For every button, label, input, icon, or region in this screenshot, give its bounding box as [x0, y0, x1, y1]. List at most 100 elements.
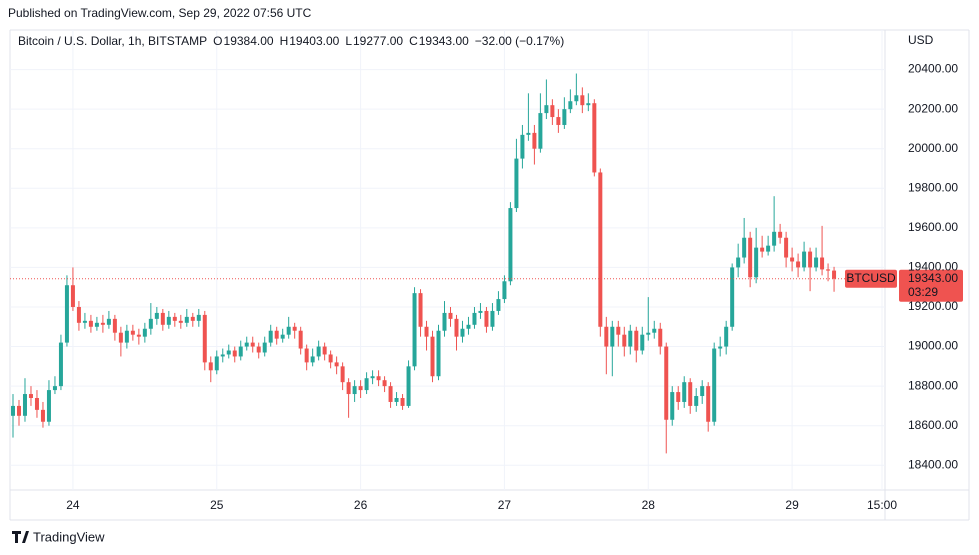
- candle: [544, 79, 549, 120]
- candle-body: [580, 95, 585, 106]
- candle-body: [100, 322, 105, 325]
- candle: [700, 380, 705, 404]
- candle: [430, 330, 435, 383]
- candle-body: [364, 378, 369, 391]
- candle: [646, 297, 651, 341]
- candle: [244, 336, 249, 351]
- candle: [634, 326, 639, 363]
- candle-body: [598, 172, 603, 327]
- candle: [382, 376, 387, 393]
- y-tick-label: 19000.00: [908, 339, 958, 353]
- candle: [436, 324, 441, 381]
- candle-body: [754, 247, 759, 278]
- candle-body: [202, 314, 207, 363]
- candle-body: [298, 330, 303, 349]
- candle: [202, 310, 207, 371]
- candle-body: [154, 312, 159, 319]
- candle: [148, 303, 153, 335]
- candle-body: [70, 285, 75, 307]
- candle: [574, 73, 579, 106]
- candle: [358, 380, 363, 398]
- candle-body: [484, 310, 489, 327]
- candle-body: [436, 330, 441, 377]
- candle-body: [190, 316, 195, 321]
- candle: [226, 344, 231, 359]
- x-tick-label: 15:00: [867, 498, 897, 512]
- candle-body: [118, 332, 123, 343]
- x-tick-label: 29: [785, 498, 799, 512]
- candle-body: [10, 405, 15, 416]
- candle: [796, 253, 801, 278]
- candle: [694, 388, 699, 412]
- candle-body: [688, 382, 693, 406]
- candle-body: [196, 314, 201, 321]
- candle-body: [22, 394, 27, 416]
- candle: [40, 401, 45, 428]
- legend-change: −32.00 (−0.17%): [475, 34, 564, 48]
- candle-body: [658, 328, 663, 347]
- candle: [736, 243, 741, 278]
- candle-body: [94, 322, 99, 327]
- candle-body: [346, 382, 351, 395]
- candle-body: [586, 103, 591, 106]
- candle: [124, 324, 129, 349]
- x-tick-label: 24: [66, 498, 80, 512]
- candle: [184, 308, 189, 327]
- y-tick-label: 20400.00: [908, 62, 958, 76]
- candle: [514, 138, 519, 213]
- candle-body: [64, 285, 69, 343]
- candle-body: [370, 376, 375, 379]
- price-tag-value: 19343.00: [908, 271, 958, 285]
- currency-label: USD: [908, 33, 934, 47]
- candle-body: [340, 366, 345, 383]
- candle-body: [730, 267, 735, 327]
- candle: [778, 223, 783, 244]
- candle: [586, 93, 591, 112]
- candle-body: [550, 105, 555, 118]
- candle-body: [310, 356, 315, 363]
- candle: [814, 247, 819, 272]
- x-tick-label: 25: [210, 498, 224, 512]
- candle-body: [406, 366, 411, 406]
- candle: [208, 356, 213, 383]
- candle-body: [112, 318, 117, 333]
- candle-body: [250, 342, 255, 347]
- candle: [520, 124, 525, 169]
- candle-body: [574, 95, 579, 102]
- candle: [364, 372, 369, 395]
- candle: [190, 312, 195, 327]
- candle: [262, 336, 267, 357]
- legend-key: C: [409, 34, 418, 48]
- candle-body: [628, 330, 633, 347]
- candle: [352, 380, 357, 402]
- candle-body: [358, 386, 363, 391]
- candle-body: [814, 257, 819, 268]
- candle-body: [106, 318, 111, 325]
- candle: [676, 386, 681, 410]
- candle-body: [820, 257, 825, 270]
- candle: [160, 308, 165, 331]
- y-tick-label: 19400.00: [908, 260, 958, 274]
- candle: [298, 326, 303, 355]
- candle-body: [802, 251, 807, 268]
- candle: [304, 344, 309, 371]
- candle: [664, 342, 669, 454]
- legend-value: 19384.00: [224, 34, 274, 48]
- candle: [286, 316, 291, 339]
- candle-body: [664, 346, 669, 420]
- candle: [130, 324, 135, 341]
- candle-body: [88, 320, 93, 327]
- candle: [472, 306, 477, 329]
- candle: [628, 324, 633, 355]
- candle-body: [328, 354, 333, 363]
- candle: [538, 93, 543, 153]
- candle: [826, 263, 831, 282]
- candle-body: [220, 354, 225, 357]
- candle: [562, 97, 567, 129]
- candle: [322, 342, 327, 361]
- candle: [412, 287, 417, 371]
- candle: [550, 99, 555, 125]
- candle-body: [796, 261, 801, 268]
- candle: [808, 247, 813, 292]
- candle: [706, 382, 711, 432]
